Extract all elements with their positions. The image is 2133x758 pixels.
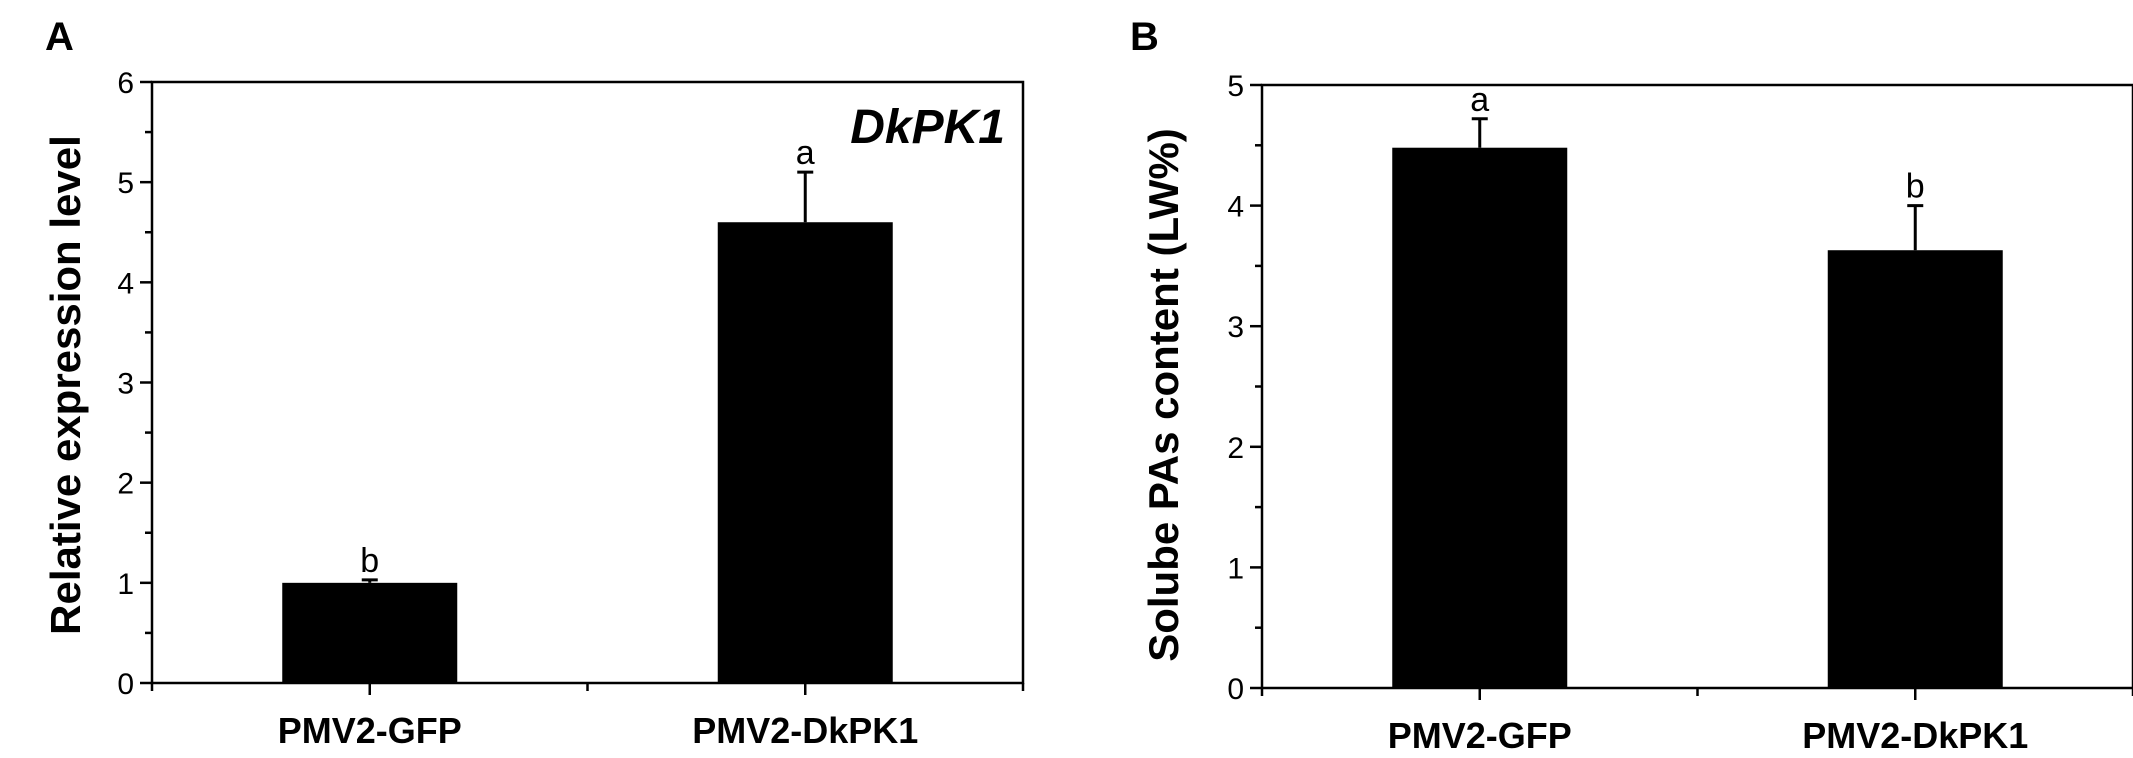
panel-a-bar xyxy=(717,222,893,683)
panel-b-plot-area: 0 1 2 3 4 5 a PMV2-GFP b PMV2-DkPK1 xyxy=(1227,70,2133,756)
panel-b-letter: B xyxy=(1130,15,1159,59)
panel-a-letter: A xyxy=(45,15,74,59)
panel-a-y-tick-label: 4 xyxy=(117,267,134,300)
panel-b-y-tick-label: 2 xyxy=(1227,432,1244,465)
panel-b-y-tick-label: 3 xyxy=(1227,311,1244,344)
panel-a: A 0 1 2 3 4 5 6 b PMV2-GFP a PMV2-DkPK1 DkPK1 Rela… xyxy=(42,15,1025,751)
panel-a-y-tick-label: 3 xyxy=(117,368,134,401)
panel-a-gene-annotation: DkPK1 xyxy=(850,101,1005,154)
panel-a-y-tick-label: 6 xyxy=(117,67,134,100)
panel-b-significance-label: b xyxy=(1906,168,1925,206)
panel-a-significance-label: b xyxy=(360,542,379,580)
panel-a-significance-label: a xyxy=(796,134,815,172)
panel-b-y-axis-label: Solube PAs content (LW%) xyxy=(1140,128,1187,662)
panel-b-significance-label: a xyxy=(1470,81,1489,119)
panel-b-bar xyxy=(1392,147,1568,688)
panel-a-y-tick-label: 0 xyxy=(117,668,134,701)
panel-a-y-tick-label: 1 xyxy=(117,568,134,601)
panel-a-y-tick-label: 5 xyxy=(117,167,134,200)
panel-b-x-tick-label: PMV2-DkPK1 xyxy=(1802,715,2028,756)
panel-b-y-tick-label: 5 xyxy=(1227,70,1244,103)
panel-a-plot-area: 0 1 2 3 4 5 6 b PMV2-GFP a PMV2-DkPK1 xyxy=(117,67,1025,751)
panel-a-x-tick-label: PMV2-DkPK1 xyxy=(692,710,918,751)
panel-b-y-tick-label: 0 xyxy=(1227,673,1244,706)
panel-a-bar xyxy=(282,582,458,683)
panel-a-y-tick-label: 2 xyxy=(117,468,134,501)
panel-b: B 0 1 2 3 4 5 a PMV2-GFP b PMV2-DkPK1 Solube PAs … xyxy=(1130,15,2133,756)
panel-b-y-tick-label: 1 xyxy=(1227,552,1244,585)
panel-a-x-tick-label: PMV2-GFP xyxy=(278,710,462,751)
panel-b-x-tick-label: PMV2-GFP xyxy=(1388,715,1572,756)
panel-a-y-axis-label: Relative expression level xyxy=(42,135,89,635)
panel-b-y-tick-label: 4 xyxy=(1227,191,1244,224)
panel-b-bar xyxy=(1827,250,2003,689)
